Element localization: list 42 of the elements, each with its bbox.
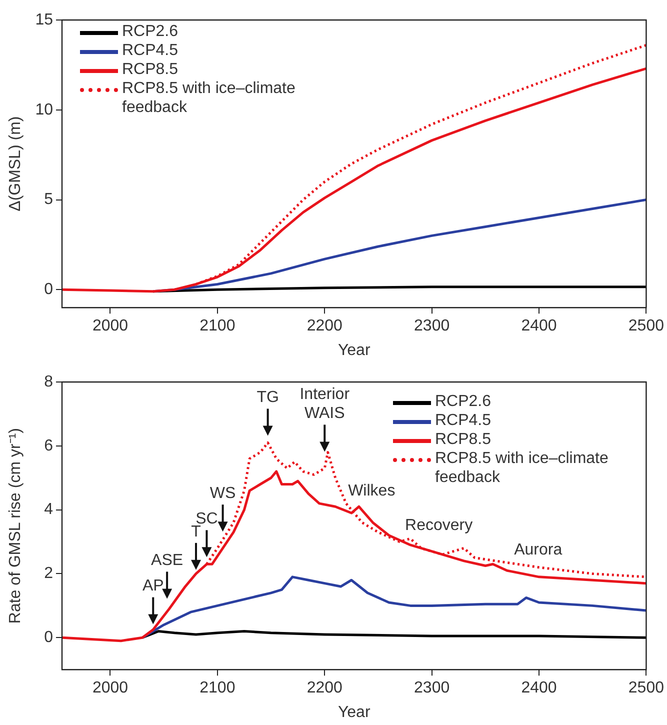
annotation: T [191,523,202,540]
annotation: Wilkes [348,482,396,500]
annotation: TG [256,389,279,406]
legend-label: RCP2.6 [122,22,178,41]
x-tick-label: 2000 [92,680,128,697]
legend-label: RCP8.5 [435,430,492,449]
x-tick-label: 2200 [306,318,343,335]
annotation: ASE [151,552,184,570]
y-tick-label: 5 [44,191,54,208]
legend-label: RCP8.5 with ice–climate feedback [122,79,296,117]
legend-label: RCP4.5 [435,411,492,430]
y-tick-label: 6 [44,437,54,454]
annotation: AP [142,578,164,595]
legend-label: RCP8.5 [122,60,178,79]
y-axis-title: Rate of GMSL rise (cm yr⁻¹) [7,428,24,624]
y-tick-label: 0 [44,281,54,298]
legend-label: RCP4.5 [122,41,178,60]
legend-label: RCP8.5 with ice–climate feedback [435,449,610,487]
legend-label: RCP2.6 [435,392,492,411]
y-tick-label: 4 [44,501,54,518]
y-tick-label: 0 [44,629,54,646]
x-tick-label: 2100 [200,318,236,335]
y-tick-label: 8 [44,373,54,390]
x-tick-label: 2300 [414,680,450,697]
annotation: Recovery [405,517,473,534]
y-tick-label: 15 [35,11,54,28]
annotation: Aurora [514,542,562,559]
x-tick-label: 2400 [521,318,557,335]
x-tick-label: 2400 [521,680,557,697]
x-axis-title: Year [338,704,371,721]
x-tick-label: 2300 [414,318,450,335]
x-tick-label: 2100 [200,680,236,697]
annotation: WS [210,484,236,502]
y-tick-label: 2 [44,565,54,582]
y-axis-title: Δ(GMSL) (m) [7,116,24,212]
y-tick-label: 10 [35,101,54,118]
annotation: Interior WAIS [300,386,350,422]
x-tick-label: 2500 [628,680,664,697]
x-axis-title: Year [338,342,371,359]
x-tick-label: 2500 [628,318,664,335]
x-tick-label: 2200 [306,680,343,697]
x-tick-label: 2000 [92,318,128,335]
